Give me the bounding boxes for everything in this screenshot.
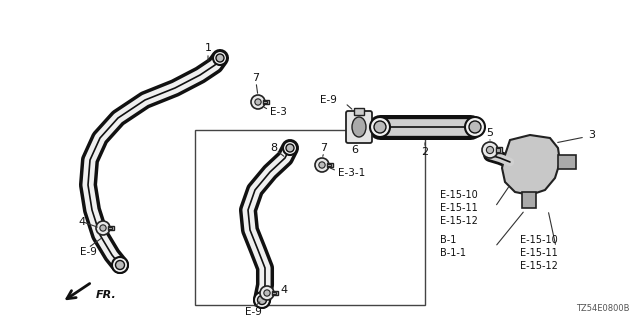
Circle shape — [260, 286, 274, 300]
Bar — [108, 227, 112, 229]
Ellipse shape — [112, 257, 128, 273]
Bar — [522, 192, 536, 208]
Circle shape — [251, 95, 265, 109]
Text: E-3: E-3 — [270, 107, 287, 117]
Ellipse shape — [216, 54, 224, 62]
Text: 8: 8 — [270, 143, 277, 153]
Circle shape — [482, 142, 498, 158]
Text: 1: 1 — [205, 43, 211, 53]
Ellipse shape — [469, 121, 481, 133]
Text: E-15-11: E-15-11 — [520, 248, 557, 258]
Text: TZ54E0800B: TZ54E0800B — [577, 304, 630, 313]
Ellipse shape — [283, 141, 297, 155]
Circle shape — [264, 290, 270, 296]
Bar — [495, 147, 502, 153]
Text: E-15-11: E-15-11 — [440, 203, 477, 213]
Bar — [272, 292, 276, 294]
Text: E-15-10: E-15-10 — [440, 190, 477, 200]
Text: 4: 4 — [280, 285, 287, 295]
Text: E-3-1: E-3-1 — [338, 168, 365, 178]
Ellipse shape — [257, 295, 266, 305]
Bar — [263, 100, 269, 104]
Polygon shape — [502, 135, 560, 195]
Text: B-1: B-1 — [440, 235, 456, 245]
Bar — [263, 100, 267, 103]
Text: 6: 6 — [351, 145, 358, 155]
Bar — [108, 226, 113, 230]
Bar — [195, 130, 425, 305]
Text: FR.: FR. — [96, 290, 116, 300]
Bar — [558, 155, 576, 169]
Text: E-9: E-9 — [79, 247, 97, 257]
Text: 4: 4 — [78, 217, 85, 227]
Text: 5: 5 — [486, 128, 493, 138]
Text: 7: 7 — [321, 143, 328, 153]
Text: E-15-12: E-15-12 — [520, 261, 558, 271]
Ellipse shape — [286, 144, 294, 152]
Ellipse shape — [465, 117, 485, 137]
Text: 7: 7 — [252, 73, 260, 83]
Ellipse shape — [115, 260, 125, 269]
Text: 3: 3 — [589, 130, 595, 140]
Text: B-1-1: B-1-1 — [440, 248, 466, 258]
Text: E-9: E-9 — [244, 307, 261, 317]
FancyBboxPatch shape — [346, 111, 372, 143]
Circle shape — [315, 158, 329, 172]
Ellipse shape — [370, 117, 390, 137]
Bar — [354, 108, 364, 115]
Ellipse shape — [352, 117, 366, 137]
Circle shape — [486, 147, 493, 154]
Circle shape — [319, 162, 325, 168]
Circle shape — [255, 99, 261, 105]
Ellipse shape — [374, 121, 386, 133]
Text: E-15-10: E-15-10 — [520, 235, 557, 245]
Ellipse shape — [213, 51, 227, 65]
Circle shape — [96, 221, 110, 235]
Text: E-15-12: E-15-12 — [440, 216, 478, 226]
Text: 2: 2 — [421, 147, 429, 157]
Bar — [327, 163, 333, 167]
Bar — [495, 148, 500, 152]
Bar — [272, 291, 278, 295]
Bar — [327, 164, 331, 166]
Ellipse shape — [254, 292, 270, 308]
Text: E-9: E-9 — [320, 95, 337, 105]
Circle shape — [100, 225, 106, 231]
